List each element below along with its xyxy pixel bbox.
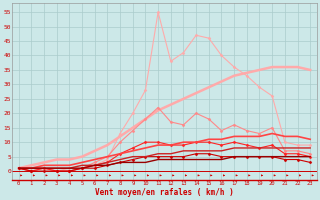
X-axis label: Vent moyen/en rafales ( km/h ): Vent moyen/en rafales ( km/h ) [95, 188, 234, 197]
